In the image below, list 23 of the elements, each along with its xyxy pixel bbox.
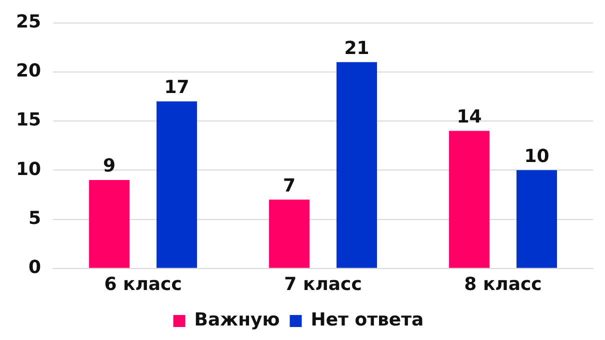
y-tick-label: 0 — [28, 257, 42, 278]
x-tick-label: 8 класс — [464, 274, 542, 295]
y-tick-label: 15 — [16, 110, 42, 131]
y-tick-label: 25 — [16, 11, 42, 32]
x-tick-label: 6 класс — [104, 274, 182, 295]
data-label: 21 — [344, 38, 370, 59]
legend-label: Важную — [194, 310, 280, 331]
data-label: 14 — [456, 106, 482, 128]
bar — [449, 130, 490, 268]
bar — [269, 200, 310, 268]
bar — [336, 62, 378, 268]
data-label: 9 — [103, 156, 116, 177]
x-tick-label: 7 класс — [284, 274, 362, 295]
data-label: 17 — [164, 77, 190, 98]
y-tick-label: 20 — [16, 60, 42, 82]
data-label: 10 — [524, 146, 550, 167]
y-tick-label: 10 — [16, 158, 42, 180]
bar — [89, 180, 130, 268]
bar — [516, 170, 558, 268]
y-tick-label: 5 — [28, 208, 42, 229]
data-label: 7 — [283, 175, 296, 196]
legend-label: Нет ответа — [310, 310, 424, 331]
bar — [156, 101, 198, 268]
